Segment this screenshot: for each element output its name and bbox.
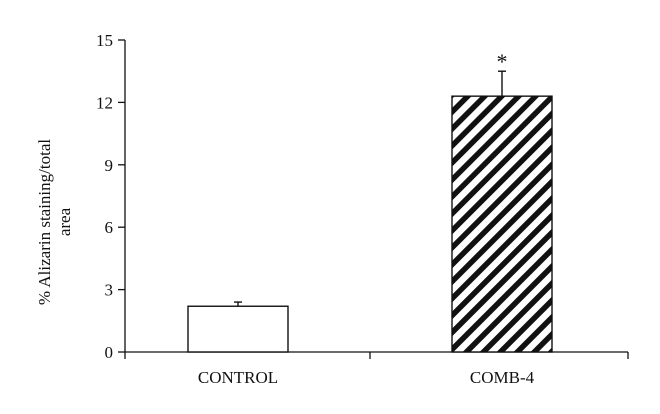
y-axis-label-line-1: % Alizarin staining/total xyxy=(35,139,54,305)
y-tick-label: 6 xyxy=(105,218,114,237)
bars-group xyxy=(187,70,553,353)
x-axis-ticks: CONTROL COMB-4 xyxy=(124,352,629,387)
y-axis-ticks: 0 3 6 9 12 15 xyxy=(96,31,125,362)
y-tick-label: 3 xyxy=(105,281,114,300)
y-tick-label: 12 xyxy=(96,93,113,112)
y-tick-label: 15 xyxy=(96,31,113,50)
significance-asterisk: * xyxy=(497,49,508,74)
y-tick-label: 9 xyxy=(105,156,114,175)
y-axis-label: % Alizarin staining/total area xyxy=(35,139,74,305)
y-axis-label-line-2: area xyxy=(55,207,74,236)
x-tick-label: CONTROL xyxy=(198,368,278,387)
bar-control xyxy=(187,305,289,353)
y-tick-label: 0 xyxy=(105,343,114,362)
annotations-group: * xyxy=(497,49,508,74)
bar-comb-4 xyxy=(451,95,553,353)
x-tick-label: COMB-4 xyxy=(470,368,535,387)
